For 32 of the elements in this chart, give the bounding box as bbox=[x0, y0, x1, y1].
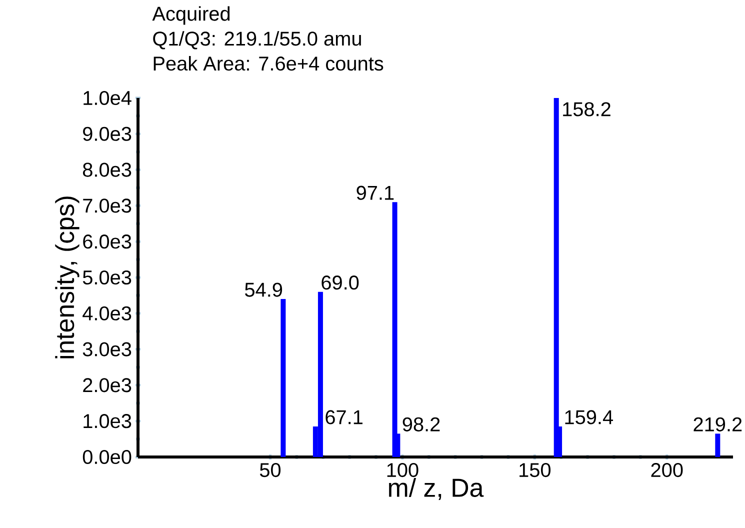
y-tick-label: 6.0e3 bbox=[83, 234, 132, 249]
bar bbox=[554, 98, 559, 457]
x-axis-title: m/ z, Da bbox=[389, 478, 484, 500]
y-tick-label: 3.0e3 bbox=[82, 342, 132, 356]
bar bbox=[392, 202, 398, 457]
text: Peak Area: 7.6e+4 counts bbox=[154, 56, 384, 71]
y-tick-label: 4.0e3 bbox=[82, 306, 132, 320]
y-tick-label: 0.0e0 bbox=[82, 450, 132, 464]
y-tick-label: 9.0e3 bbox=[83, 126, 132, 141]
y-tick-label: 8.0e3 bbox=[82, 162, 132, 177]
y-tick-label: 7.0e3 bbox=[83, 198, 132, 213]
chart-subtitle: Q1/Q3: 219.1/55.0 amu bbox=[153, 31, 361, 50]
annotation: 158.2 bbox=[563, 102, 610, 116]
y-tick-label: 1.0e4 bbox=[84, 90, 132, 106]
annotation: 219.2 bbox=[694, 417, 742, 432]
annotation: 159.4 bbox=[565, 410, 614, 424]
chart-title: Acquired bbox=[152, 6, 230, 25]
bar bbox=[280, 299, 286, 457]
annotation: 97.1 bbox=[356, 186, 394, 200]
annotation: 54.9 bbox=[245, 282, 282, 297]
x-tick-label: 100 bbox=[387, 463, 418, 478]
y-tick-label: 5.0e3 bbox=[82, 270, 132, 285]
x-tick-label: 50 bbox=[260, 463, 281, 478]
annotation: 69.0 bbox=[322, 276, 359, 290]
y-tick-label: 2.0e3 bbox=[83, 378, 132, 392]
x-tick-label: 200 bbox=[651, 463, 683, 478]
y-tick-label: 1.0e3 bbox=[84, 414, 132, 428]
annotation: 98.2 bbox=[402, 417, 440, 432]
x-tick-label: 150 bbox=[520, 463, 551, 478]
annotation: 67.1 bbox=[326, 410, 362, 424]
bar bbox=[715, 434, 720, 457]
y-axis-title: intensity, (cps) bbox=[55, 196, 80, 358]
